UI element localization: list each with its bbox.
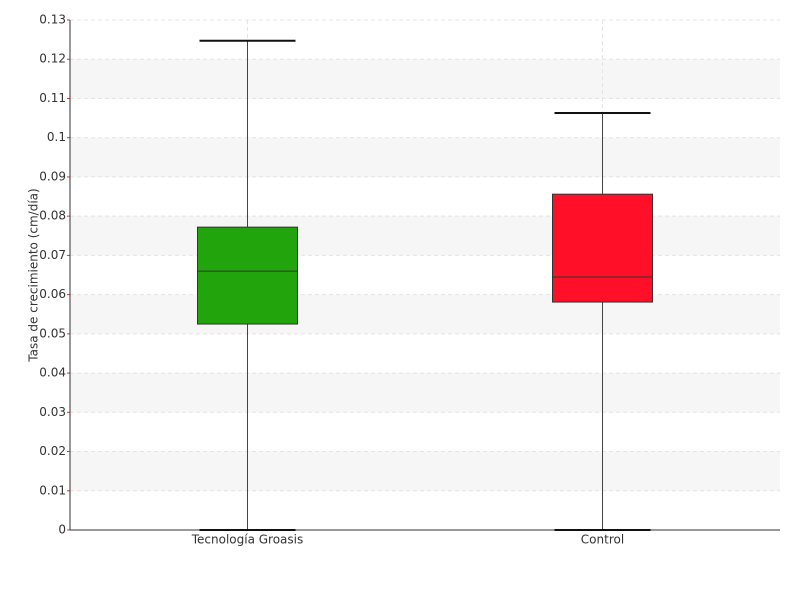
y-tick-label: 0.07 <box>39 248 66 262</box>
y-tick-label: 0.06 <box>39 287 66 301</box>
grid-band <box>70 59 780 99</box>
y-tick-label: 0.03 <box>39 405 66 419</box>
grid-band <box>70 373 780 413</box>
box <box>197 226 298 325</box>
x-tick-label: Tecnología Groasis <box>191 533 304 547</box>
grid-band <box>70 137 780 177</box>
y-tick-label: 0.05 <box>39 326 66 340</box>
x-tick-label: Control <box>581 533 624 547</box>
y-tick-label: 0.08 <box>39 209 66 223</box>
grid-band <box>70 294 780 334</box>
y-axis-label: Tasa de crecimiento (cm/día) <box>27 188 41 362</box>
y-tick-label: 0.12 <box>39 52 66 66</box>
y-tick-label: 0.11 <box>39 91 66 105</box>
grid-band <box>70 451 780 491</box>
grid-band <box>70 216 780 256</box>
y-tick-label: 0.13 <box>39 13 66 27</box>
y-tick-label: 0.02 <box>39 444 66 458</box>
y-tick-label: 0.09 <box>39 169 66 183</box>
box <box>552 193 653 303</box>
y-tick-label: 0.1 <box>47 130 66 144</box>
y-tick-label: 0 <box>58 523 66 537</box>
y-tick-label: 0.01 <box>39 483 66 497</box>
y-tick-label: 0.04 <box>39 366 66 380</box>
